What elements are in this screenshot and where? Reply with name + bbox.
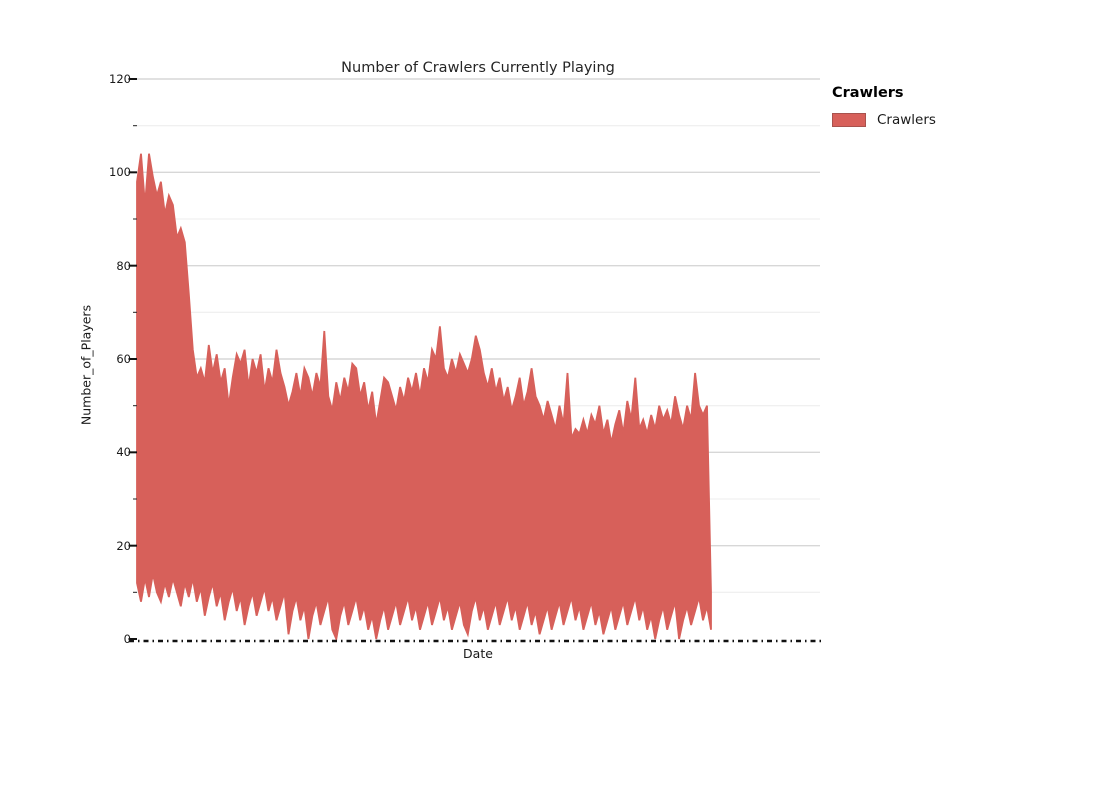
series-crawlers-area <box>136 153 712 643</box>
legend-swatch-icon <box>832 113 866 127</box>
y-tick-label: 80 <box>116 258 131 273</box>
legend-title: Crawlers <box>832 85 904 101</box>
y-tick-label: 40 <box>116 445 131 460</box>
legend-entry-crawlers: Crawlers <box>832 112 1052 128</box>
legend: Crawlers Crawlers <box>832 84 1052 128</box>
y-tick-label: 60 <box>116 352 131 366</box>
y-tick-label: 0 <box>123 632 131 646</box>
legend-entry-label: Crawlers <box>877 112 936 128</box>
y-tick-marks <box>128 78 137 640</box>
y-tick-label: 120 <box>109 72 131 86</box>
y-tick-label: 100 <box>109 165 131 180</box>
y-tick-label: 20 <box>116 538 131 553</box>
chart-title: Number of Crawlers Currently Playing <box>341 60 615 76</box>
x-axis-label: Date <box>463 646 493 661</box>
